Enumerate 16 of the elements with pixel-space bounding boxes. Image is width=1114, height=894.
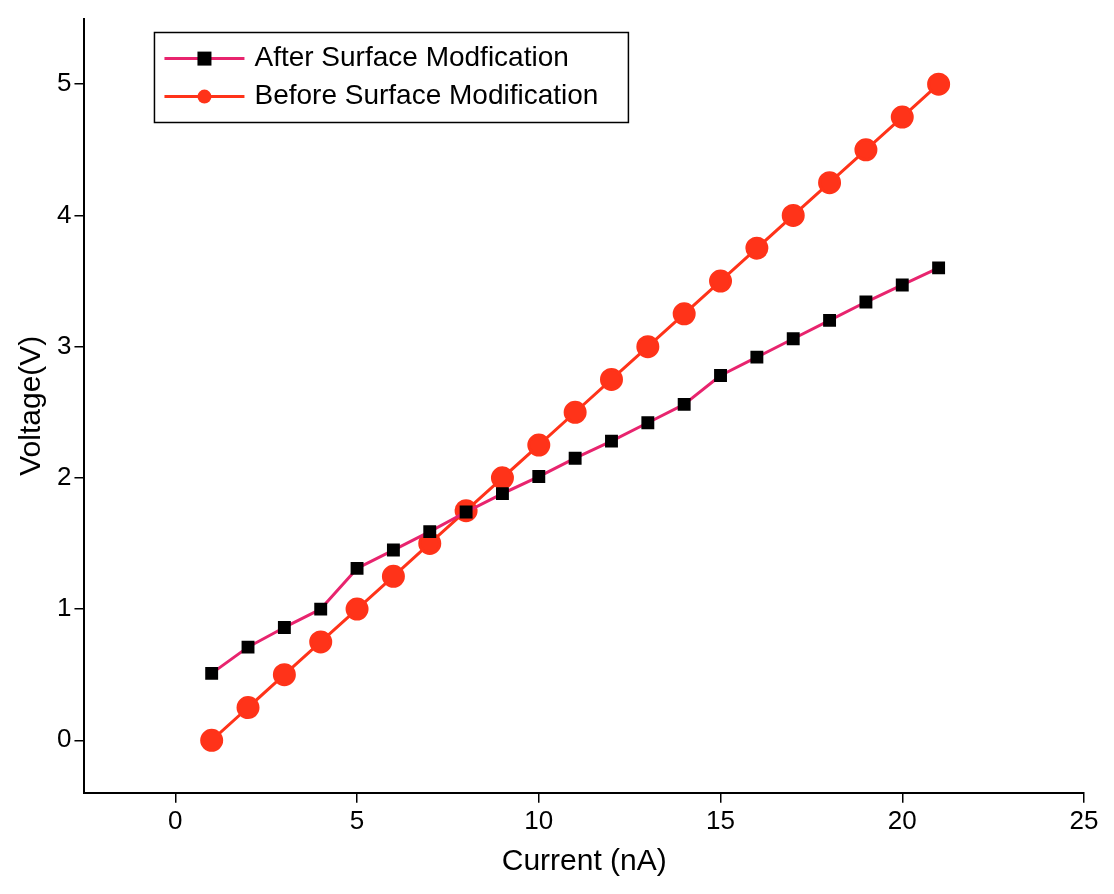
x-tick-label: 15 xyxy=(706,804,735,835)
y-tick-label: 5 xyxy=(56,67,72,98)
y-tick-label: 3 xyxy=(56,329,72,360)
x-tick-label: 20 xyxy=(887,804,917,835)
x-axis-title: Current (nA) xyxy=(501,843,667,877)
legend-label: Before Surface Modification xyxy=(254,79,599,111)
y-tick-label: 1 xyxy=(56,592,72,623)
y-tick-label: 2 xyxy=(56,461,72,492)
x-tick-label: 25 xyxy=(1069,804,1099,835)
y-tick-label: 0 xyxy=(56,723,72,754)
y-axis-title: Voltage(V) xyxy=(13,335,47,476)
x-tick-label: 5 xyxy=(349,804,365,835)
x-tick-label: 10 xyxy=(524,804,554,835)
y-tick-label: 4 xyxy=(56,198,72,229)
x-tick-label: 0 xyxy=(168,804,183,835)
legend-label: After Surface Modfication xyxy=(254,41,569,73)
